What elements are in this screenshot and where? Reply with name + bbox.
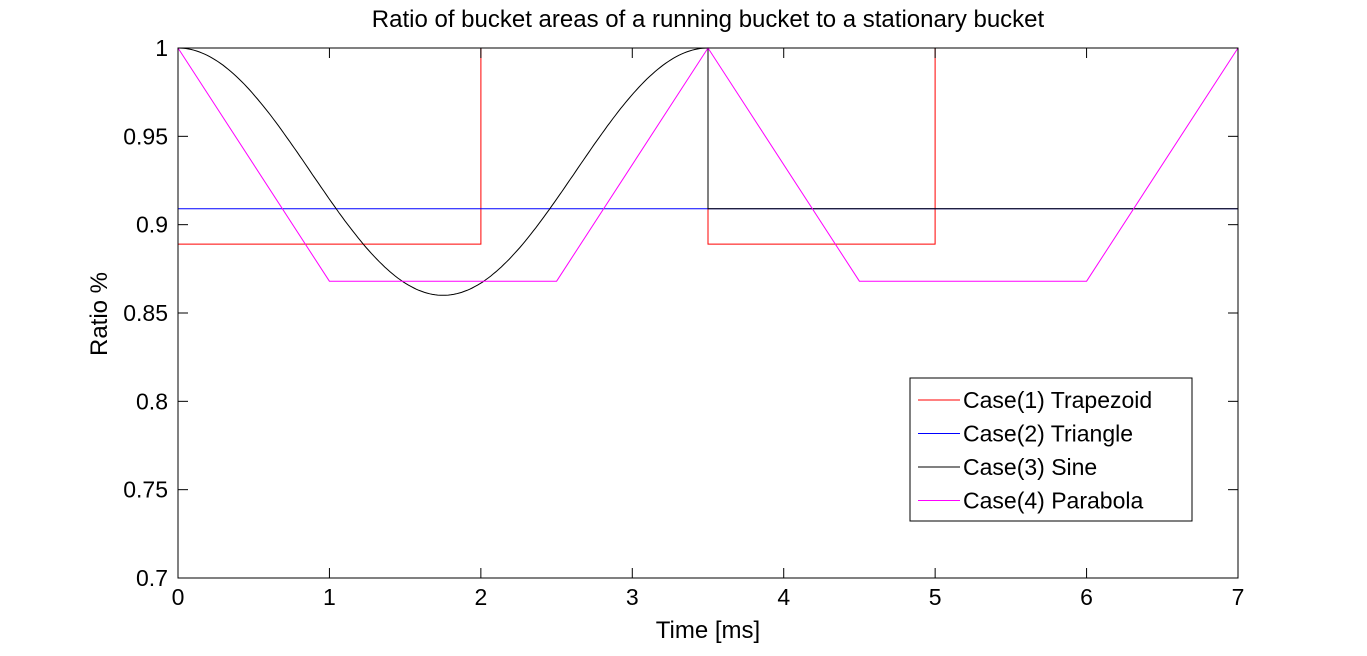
- series-line-3: [177, 47, 1238, 296]
- legend-box: [909, 377, 1193, 522]
- y-tick-label: 0.75: [123, 477, 168, 503]
- x-tick-label: 5: [929, 584, 942, 610]
- y-tick-label: 1: [155, 35, 168, 61]
- x-tick-label: 1: [323, 584, 336, 610]
- x-axis-label: Time [ms]: [656, 617, 760, 644]
- series-layer: [177, 47, 1239, 296]
- y-axis-label: Ratio %: [86, 272, 113, 356]
- x-tick-label: 2: [474, 584, 487, 610]
- y-tick-label: 0.9: [136, 212, 168, 238]
- x-tick-label: 0: [172, 584, 185, 610]
- x-tick-label: 3: [626, 584, 639, 610]
- chart-title: Ratio of bucket areas of a running bucke…: [372, 6, 1045, 33]
- y-tick-label: 0.8: [136, 388, 168, 414]
- x-tick-label: 4: [777, 584, 790, 610]
- y-tick-label: 0.95: [123, 123, 168, 149]
- x-tick-label: 7: [1232, 584, 1245, 610]
- x-tick-label: 6: [1080, 584, 1093, 610]
- legend-label-2: Case(2) Triangle: [963, 421, 1133, 447]
- legend-label-4: Case(4) Parabola: [963, 488, 1143, 514]
- legend: Case(1) Trapezoid Case(2) Triangle Case(3)…: [909, 377, 1193, 522]
- legend-label-3: Case(3) Sine: [963, 454, 1097, 480]
- legend-label-1: Case(1) Trapezoid: [963, 387, 1152, 413]
- y-tick-label: 0.85: [123, 300, 168, 326]
- axis-ticks: 0 1 2 3 4 5 6 7 0.7 0.75 0.8 0.85 0.9 0.95 1: [123, 35, 1244, 610]
- y-tick-label: 0.7: [136, 565, 168, 591]
